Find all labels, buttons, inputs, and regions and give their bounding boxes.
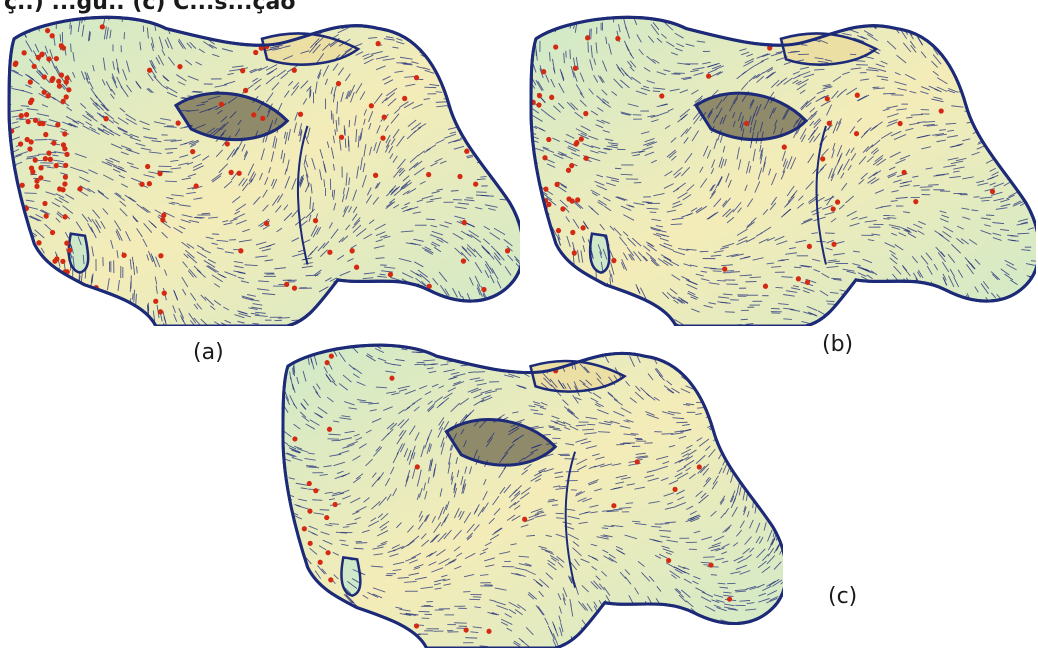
panel-a-label: (a) <box>193 340 224 365</box>
cow-illustration-1 <box>526 8 1036 326</box>
cow-illustration-2 <box>278 336 783 648</box>
panel-a-cow-vector-field <box>4 8 520 326</box>
panel-c-cow-vector-field <box>278 336 783 648</box>
panel-b-label: (b) <box>822 332 853 357</box>
cow-illustration-0 <box>4 8 520 326</box>
panel-b-cow-vector-field <box>526 8 1036 326</box>
panel-c-label: (c) <box>828 584 857 609</box>
